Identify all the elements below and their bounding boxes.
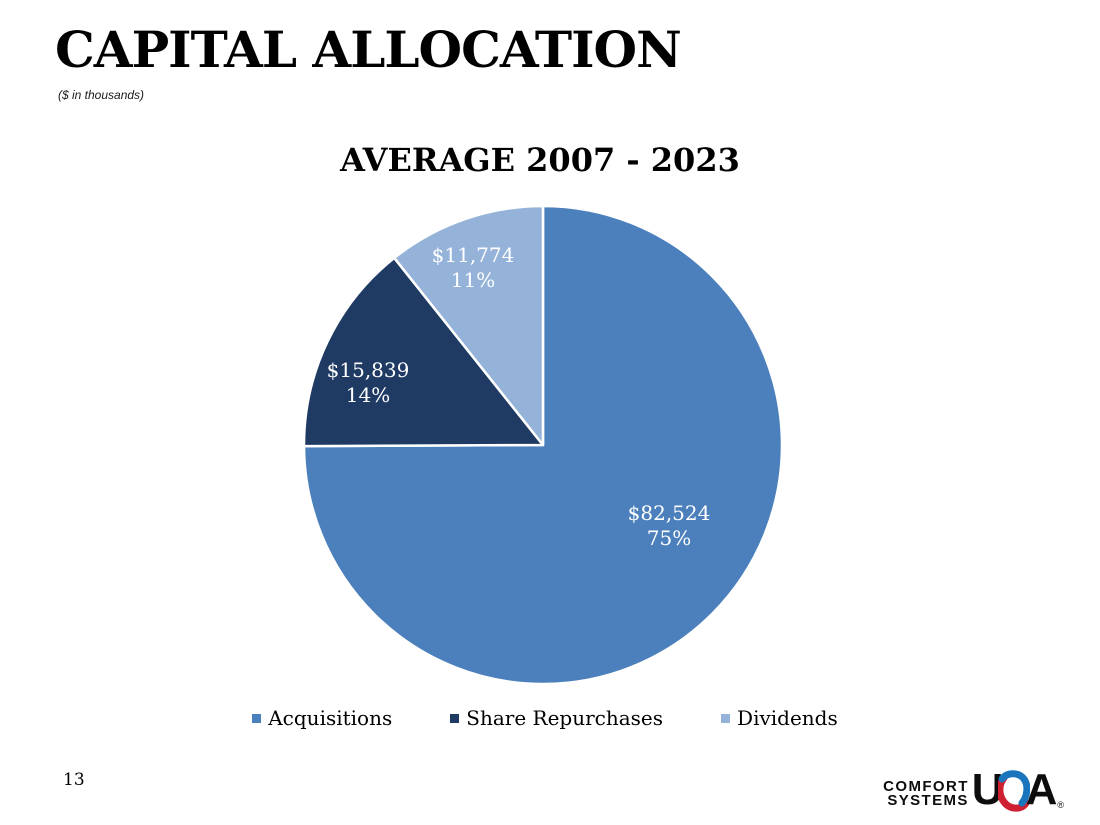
slice-percent: 14% <box>345 383 391 407</box>
pie-chart: $82,524 75% $15,839 14% $11,774 11% <box>294 196 792 694</box>
legend-item-share-repurchases: Share Repurchases <box>450 706 663 730</box>
slice-label-share-repurchases: $15,839 14% <box>327 358 410 408</box>
logo-letter-a: A <box>1025 765 1058 814</box>
logo-usa: U A <box>972 765 1058 814</box>
slice-percent: 75% <box>646 526 692 550</box>
logo-s-blue-arc <box>998 770 1030 807</box>
legend-swatch-dividends <box>721 713 731 723</box>
logo-s-swoosh-icon <box>997 770 1030 812</box>
logo-s-red-arc <box>997 774 1030 812</box>
pie-slice-dividends <box>393 204 545 447</box>
pie-slice-share-repurchases <box>302 256 545 448</box>
legend-label: Dividends <box>737 706 838 730</box>
pie-slice-acquisitions <box>302 204 784 686</box>
chart-title: AVERAGE 2007 - 2023 <box>340 141 740 179</box>
logo-wordmark: COMFORT SYSTEMS <box>883 777 969 809</box>
legend-label: Share Repurchases <box>466 706 664 730</box>
registered-trademark: ® <box>1057 800 1064 810</box>
legend-item-acquisitions: Acquisitions <box>252 706 392 730</box>
slide-title: CAPITAL ALLOCATION <box>55 20 682 79</box>
slide-subtitle: ($ in thousands) <box>58 88 145 102</box>
slice-value: $11,774 <box>431 243 515 267</box>
logo-line1: COMFORT <box>883 777 969 795</box>
slice-label-acquisitions: $82,524 75% <box>628 501 711 551</box>
pie-chart-svg <box>302 204 784 686</box>
legend-item-dividends: Dividends <box>721 706 838 730</box>
page-number: 13 <box>63 770 85 790</box>
chart-legend: Acquisitions Share Repurchases Dividends <box>0 706 1090 730</box>
slice-percent: 11% <box>450 268 496 292</box>
legend-swatch-acquisitions <box>252 713 262 723</box>
slice-value: $82,524 <box>627 501 711 525</box>
slice-label-dividends: $11,774 11% <box>432 243 515 293</box>
comfort-systems-usa-logo: COMFORT SYSTEMS U A ® <box>883 765 1064 814</box>
slice-value: $15,839 <box>326 358 410 382</box>
legend-label: Acquisitions <box>268 706 393 730</box>
logo-line2: SYSTEMS <box>887 791 969 809</box>
legend-swatch-share-repurchases <box>450 713 460 723</box>
